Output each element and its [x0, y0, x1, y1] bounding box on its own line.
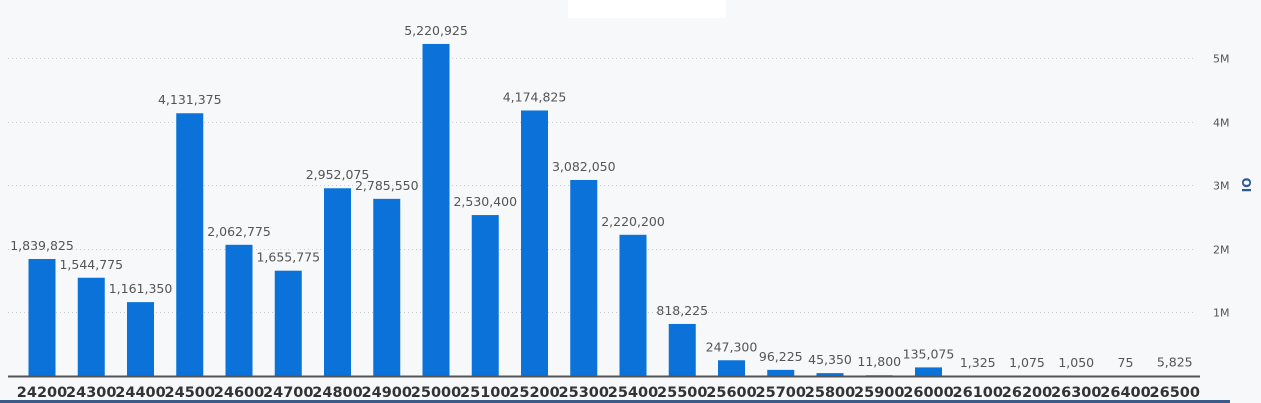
bar-25200[interactable] [521, 110, 548, 376]
top-panel [568, 0, 726, 18]
data-labels: 1,839,825 1,544,775 1,161,350 4,131,375 2,06… [10, 23, 1192, 370]
y-tick-label: 1M [1213, 307, 1230, 320]
x-tick-26500: 26500 [1150, 385, 1200, 401]
bar-24600[interactable] [225, 244, 253, 376]
data-label-25100: 2,530,400 [453, 194, 517, 209]
bar-25500[interactable] [668, 323, 696, 376]
data-label-24600: 2,062,775 [207, 224, 271, 239]
data-label-24200: 1,839,825 [10, 238, 74, 253]
data-label-24300: 1,544,775 [59, 257, 123, 272]
data-label-25300: 3,082,050 [552, 159, 616, 174]
bar-24200[interactable] [28, 258, 56, 376]
data-label-26200: 1,075 [1009, 355, 1045, 370]
bar-24900[interactable] [373, 198, 401, 376]
x-tick-26100: 26100 [953, 385, 1003, 401]
x-tick-24900: 24900 [362, 385, 412, 401]
bar-26000[interactable] [915, 367, 942, 376]
bar-25300[interactable] [570, 179, 598, 376]
data-label-25200: 4,174,825 [503, 89, 567, 104]
x-tick-25100: 25100 [460, 385, 510, 401]
bottom-border [0, 400, 1230, 403]
data-label-24400: 1,161,350 [109, 281, 173, 296]
data-label-25000: 5,220,925 [404, 23, 468, 38]
x-tick-25400: 25400 [608, 385, 658, 401]
data-label-25800: 45,350 [808, 352, 852, 367]
data-label-24900: 2,785,550 [355, 178, 419, 193]
data-label-25600: 247,300 [706, 339, 758, 354]
bar-24400[interactable] [127, 302, 154, 376]
bars [28, 43, 1189, 377]
data-label-25400: 2,220,200 [601, 214, 665, 229]
y-tick-label: 2M [1213, 244, 1230, 257]
x-tick-24600: 24600 [214, 385, 264, 401]
bar-25800[interactable] [816, 373, 844, 376]
data-label-24700: 1,655,775 [256, 250, 320, 265]
data-label-26500: 5,825 [1157, 355, 1193, 370]
x-tick-26200: 26200 [1002, 385, 1052, 401]
bar-24800[interactable] [324, 188, 351, 376]
x-tick-26400: 26400 [1100, 385, 1150, 401]
bar-24700[interactable] [274, 270, 302, 376]
data-label-25500: 818,225 [656, 303, 708, 318]
x-tick-25500: 25500 [657, 385, 707, 401]
x-tick-25000: 25000 [411, 385, 461, 401]
x-tick-25600: 25600 [706, 385, 756, 401]
bar-25100[interactable] [471, 215, 499, 376]
y-tick-label: 5M [1213, 53, 1230, 66]
x-tick-24400: 24400 [115, 385, 165, 401]
data-label-25900: 11,800 [857, 354, 901, 369]
data-label-25700: 96,225 [759, 349, 803, 364]
bar-25000[interactable] [422, 43, 450, 377]
data-label-24500: 4,131,375 [158, 92, 222, 107]
x-tick-24800: 24800 [312, 385, 362, 401]
data-label-26000: 135,075 [903, 346, 955, 361]
x-tick-24300: 24300 [66, 385, 116, 401]
x-tick-25200: 25200 [509, 385, 559, 401]
data-label-26300: 1,050 [1058, 355, 1094, 370]
x-tick-25700: 25700 [756, 385, 806, 401]
x-tick-25900: 25900 [854, 385, 904, 401]
data-label-26100: 1,325 [960, 355, 996, 370]
x-tick-26300: 26300 [1051, 385, 1101, 401]
bar-24500[interactable] [176, 113, 204, 376]
data-label-26400: 75 [1118, 355, 1134, 370]
y-axis-label: OI [1239, 178, 1253, 193]
data-label-24800: 2,952,075 [306, 167, 370, 182]
bar-25700[interactable] [767, 369, 795, 376]
x-tick-24700: 24700 [263, 385, 313, 401]
x-tick-labels: 2420024300244002450024600247002480024900… [17, 385, 1200, 401]
bar-25600[interactable] [718, 360, 745, 376]
x-tick-24500: 24500 [165, 385, 215, 401]
y-tick-labels: 1M 2M 3M 4M 5M [1213, 53, 1230, 320]
y-tick-label: 4M [1213, 117, 1230, 130]
bar-24300[interactable] [77, 277, 105, 376]
x-tick-26000: 26000 [903, 385, 953, 401]
y-tick-label: 3M [1213, 180, 1230, 193]
x-tick-24200: 24200 [17, 385, 67, 401]
bar-25400[interactable] [619, 234, 647, 376]
x-tick-25800: 25800 [805, 385, 855, 401]
x-tick-25300: 25300 [559, 385, 609, 401]
